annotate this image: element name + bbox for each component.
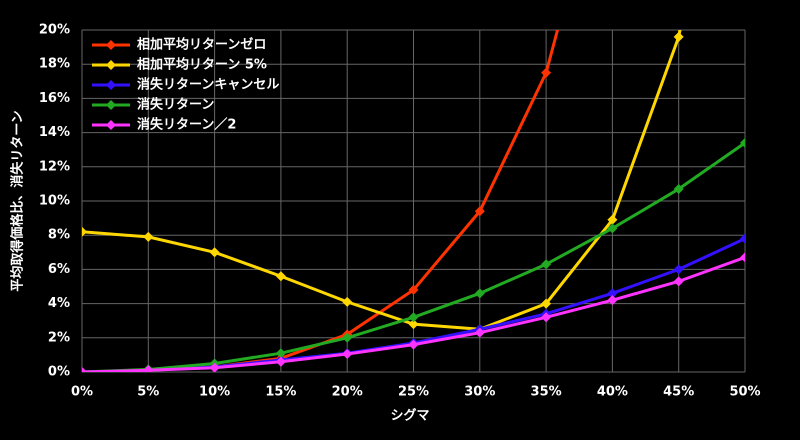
data-point [541, 259, 552, 270]
y-tick-label: 20% [39, 23, 70, 38]
data-point [541, 312, 552, 323]
legend-marker [106, 80, 116, 90]
legend-label: 相加平均リターンゼロ [137, 37, 266, 53]
data-point [408, 284, 419, 295]
data-point [474, 288, 485, 299]
legend-marker [106, 120, 116, 130]
legend-marker [106, 60, 116, 70]
data-point [607, 288, 618, 299]
x-tick-label: 0% [71, 385, 93, 400]
data-point [740, 233, 745, 244]
data-point [275, 348, 286, 359]
data-point [209, 362, 220, 372]
y-tick-label: 18% [39, 57, 70, 72]
x-tick-label: 25% [398, 385, 429, 400]
data-point [209, 247, 220, 258]
legend-label: 消失リターン／2 [137, 117, 236, 133]
legend-label: 消失リターン [137, 97, 214, 113]
y-tick-label: 0% [48, 365, 70, 380]
data-point [474, 327, 485, 338]
x-tick-label: 5% [137, 385, 159, 400]
y-tick-label: 12% [39, 159, 70, 174]
y-tick-label: 8% [48, 228, 70, 243]
data-point [342, 349, 353, 360]
y-tick-label: 16% [39, 91, 70, 106]
data-point [673, 276, 684, 287]
legend-marker [106, 100, 116, 110]
y-axis-label: 平均取得価格比、消失リターン [10, 110, 26, 291]
data-point [607, 214, 618, 225]
legend-marker [106, 40, 116, 50]
x-tick-label: 35% [531, 385, 562, 400]
data-point [607, 295, 618, 306]
y-tick-label: 4% [48, 296, 70, 311]
data-point [607, 223, 618, 234]
y-tick-label: 6% [48, 262, 70, 277]
data-point [541, 67, 552, 78]
data-point [342, 332, 353, 343]
data-point [275, 271, 286, 282]
data-point [740, 252, 745, 263]
x-tick-label: 40% [597, 385, 628, 400]
data-point [408, 319, 419, 330]
x-tick-label: 30% [464, 385, 495, 400]
x-axis-label: シグマ [390, 408, 429, 424]
legend-label: 相加平均リターン 5% [137, 57, 267, 73]
data-point [541, 298, 552, 309]
data-point [275, 356, 286, 367]
data-point [342, 296, 353, 307]
x-tick-label: 10% [199, 385, 230, 400]
data-point [143, 365, 154, 372]
x-tick-label: 45% [663, 385, 694, 400]
y-tick-label: 14% [39, 125, 70, 140]
y-tick-label: 10% [39, 194, 70, 209]
data-point [82, 226, 87, 237]
data-point [408, 339, 419, 350]
data-point [673, 31, 684, 42]
data-point [740, 137, 745, 148]
data-point [673, 264, 684, 275]
y-tick-label: 2% [48, 330, 70, 345]
data-point [474, 206, 485, 217]
x-tick-label: 15% [265, 385, 296, 400]
legend-label: 消失リターンキャンセル [137, 77, 279, 93]
data-point [82, 367, 87, 372]
data-point [673, 184, 684, 195]
x-tick-label: 20% [332, 385, 363, 400]
data-point [143, 231, 154, 242]
x-tick-label: 50% [729, 385, 760, 400]
data-point [408, 312, 419, 323]
